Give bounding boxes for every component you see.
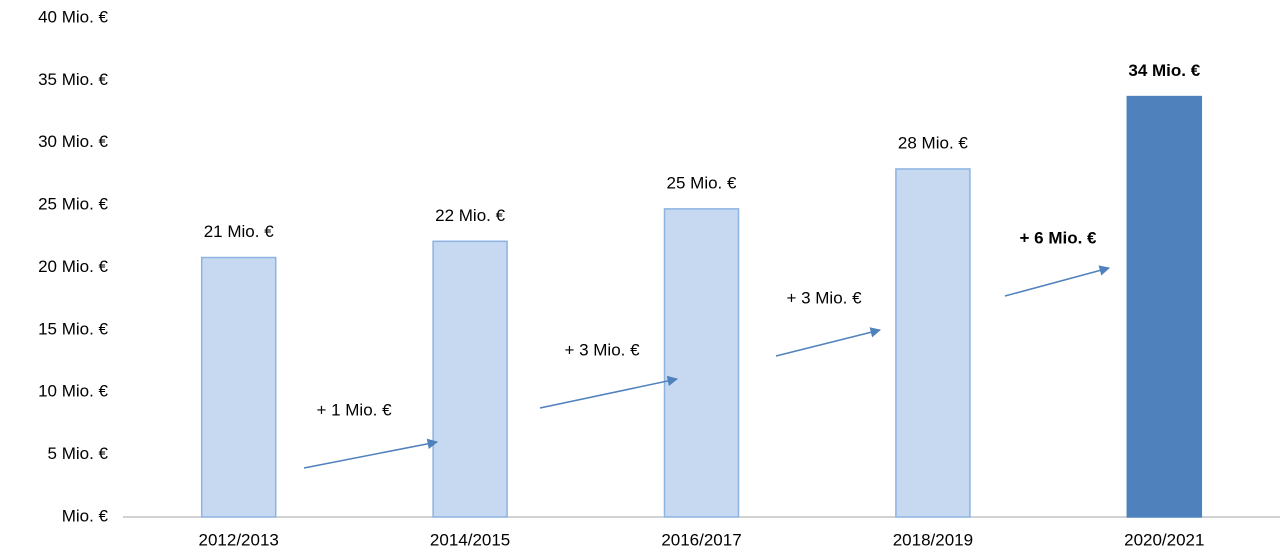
x-tick-label: 2020/2021	[1124, 530, 1204, 549]
value-label: 28 Mio. €	[898, 133, 968, 152]
y-tick-label: 30 Mio. €	[38, 132, 108, 151]
y-tick-label: 15 Mio. €	[38, 319, 108, 338]
y-tick-label: 5 Mio. €	[48, 444, 109, 463]
annotation: + 6 Mio. €	[1020, 228, 1098, 247]
value-label: 25 Mio. €	[667, 173, 737, 192]
value-label: 21 Mio. €	[204, 222, 274, 241]
value-label: 22 Mio. €	[435, 206, 505, 225]
x-tick-label: 2014/2015	[430, 530, 510, 549]
bar	[1126, 95, 1203, 518]
annotation: + 3 Mio. €	[564, 340, 640, 359]
x-tick-label: 2016/2017	[661, 530, 741, 549]
annotation: + 3 Mio. €	[786, 288, 862, 307]
bar	[432, 240, 508, 518]
annotation: + 1 Mio. €	[316, 400, 392, 419]
value-label: 34 Mio. €	[1128, 61, 1200, 80]
y-tick-label: Mio. €	[62, 506, 109, 525]
arrow	[303, 438, 439, 469]
y-tick-label: 20 Mio. €	[38, 257, 108, 276]
x-tick-label: 2012/2013	[199, 530, 279, 549]
y-tick-label: 10 Mio. €	[38, 382, 108, 401]
x-tick-label: 2018/2019	[893, 530, 973, 549]
bar	[663, 208, 740, 518]
y-tick-label: 35 Mio. €	[38, 70, 108, 89]
arrow	[1004, 265, 1111, 297]
y-tick-label: 25 Mio. €	[38, 195, 108, 214]
arrow	[775, 327, 882, 357]
bar	[200, 256, 277, 518]
bar	[895, 168, 971, 518]
y-tick-label: 40 Mio. €	[38, 7, 108, 26]
arrow	[539, 375, 679, 409]
